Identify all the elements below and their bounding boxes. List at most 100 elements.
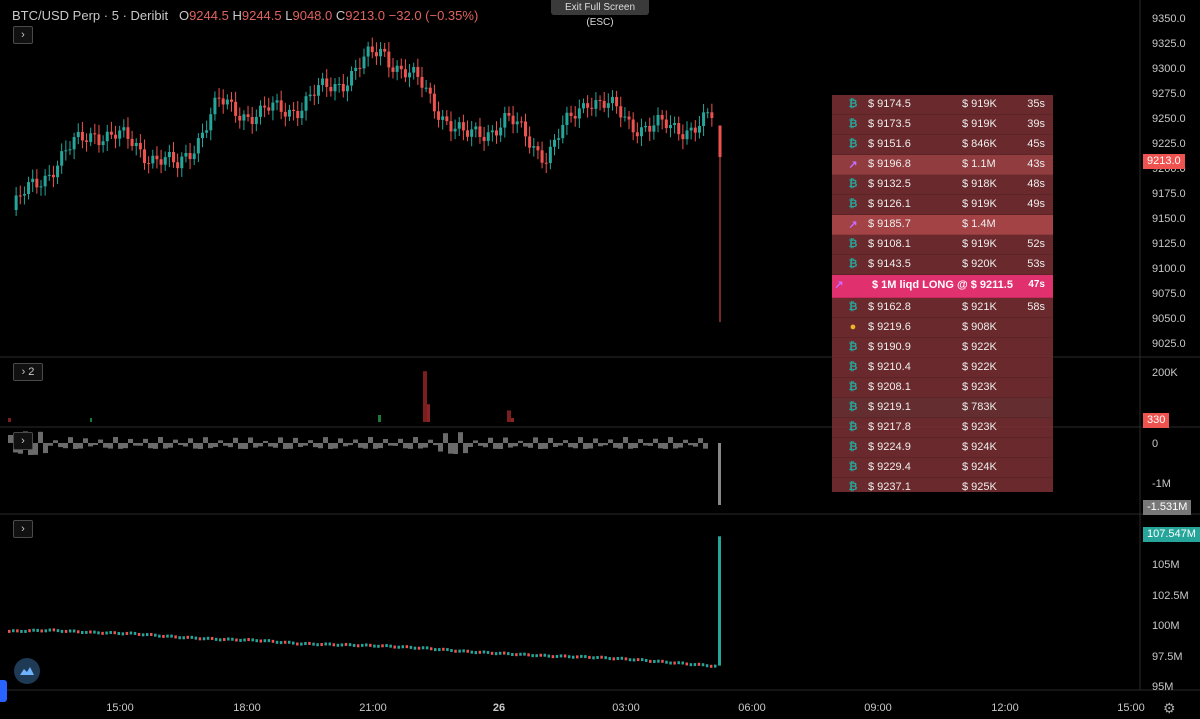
oi-bar: [397, 645, 400, 649]
time-axis-label: 15:00: [1117, 702, 1145, 714]
delta-bar: [453, 443, 458, 454]
delta-bar: [298, 443, 303, 448]
candle-body: [445, 116, 449, 122]
candle-body: [623, 116, 627, 118]
oi-last-bar: [718, 536, 721, 666]
delta-bar: [418, 443, 423, 449]
candle-body: [602, 100, 606, 108]
oi-bar: [649, 659, 652, 663]
trade-price: $ 9217.8: [868, 421, 911, 433]
candle-body: [412, 67, 416, 73]
trade-row[interactable]: ₿ $ 9237.1 $ 925K: [832, 478, 1053, 492]
trade-row[interactable]: ₿ $ 9217.8 $ 923K: [832, 418, 1053, 438]
whale-icon: ↗: [848, 219, 858, 231]
pane-collapse-button[interactable]: › 2: [13, 363, 43, 381]
high-label: H: [232, 8, 242, 23]
trade-row[interactable]: ₿ $ 9151.6 $ 846K 45s: [832, 135, 1053, 155]
bitcoin-icon: ₿: [848, 341, 858, 353]
oi-bar: [218, 638, 222, 642]
bitcoin-icon: ₿: [848, 481, 858, 492]
oi-bar: [543, 653, 547, 657]
pane-collapse-button[interactable]: ›: [13, 432, 33, 450]
bitcoin-icon: ₿: [848, 301, 858, 313]
oi-bar: [263, 639, 267, 643]
oi-bar: [206, 636, 210, 640]
candle-body: [540, 150, 544, 163]
candle-body: [673, 123, 677, 126]
candle-body: [590, 107, 594, 109]
candle-body: [31, 178, 35, 183]
candle-body: [486, 132, 490, 141]
trade-row[interactable]: ₿ $ 9162.8 $ 921K 58s: [832, 298, 1053, 318]
trade-row[interactable]: ₿ $ 9126.1 $ 919K 49s: [832, 195, 1053, 215]
candle-body: [287, 109, 291, 117]
trade-row[interactable]: ₿ $ 9132.5 $ 918K 48s: [832, 175, 1053, 195]
trade-row[interactable]: ₿ $ 9143.5 $ 920K 53s: [832, 255, 1053, 275]
trade-row[interactable]: ↗ $ 9196.8 $ 1.1M 43s: [832, 155, 1053, 175]
candle-body: [648, 125, 652, 132]
trade-amount: $ 920K: [962, 258, 997, 270]
delta-bar: [308, 440, 313, 443]
candle-body: [72, 137, 76, 150]
pane-collapse-button[interactable]: ›: [13, 26, 33, 44]
candle-body: [432, 93, 436, 112]
candle-body: [101, 141, 105, 146]
delta-bar: [93, 443, 98, 446]
trade-amount: $ 924K: [962, 441, 997, 453]
drawer-toggle[interactable]: [0, 680, 7, 702]
delta-bar: [368, 437, 373, 443]
delta-bar: [178, 443, 183, 446]
price-axis-label: 9225.0: [1152, 138, 1186, 150]
exit-fullscreen-button[interactable]: Exit Full Screen (ESC): [551, 0, 649, 28]
candle-body: [267, 107, 271, 111]
trade-row[interactable]: ₿ $ 9229.4 $ 924K: [832, 458, 1053, 478]
oi-bar: [689, 663, 693, 667]
candle-body: [416, 67, 420, 77]
delta-bar: [228, 443, 233, 448]
candle-body: [200, 132, 204, 139]
pane-collapse-button[interactable]: ›: [13, 520, 33, 538]
delta-bar: [363, 443, 368, 449]
trade-row[interactable]: ₿ $ 9208.1 $ 923K: [832, 378, 1053, 398]
oi-bar: [328, 642, 332, 646]
oi-bar: [677, 661, 680, 665]
oi-bar: [312, 642, 315, 646]
oi-bar: [478, 650, 482, 654]
oi-axis-label: 95M: [1152, 681, 1174, 693]
delta-bar: [593, 438, 598, 443]
candle-body: [354, 67, 358, 72]
change-value: −32.0 (−0.35%): [388, 8, 479, 23]
delta-bar: [408, 443, 413, 449]
oi-bar: [584, 655, 587, 659]
trade-row[interactable]: ₿ $ 9219.1 $ 783K: [832, 398, 1053, 418]
delta-bar: [78, 443, 83, 449]
delta-axis-label: 0: [1152, 438, 1159, 450]
liquidation-row[interactable]: ↗ $ 1M liqd LONG @ $ 9211.5 47s: [832, 275, 1053, 298]
trade-row[interactable]: ↗ $ 9185.7 $ 1.4M: [832, 215, 1053, 235]
trade-row[interactable]: ₿ $ 9210.4 $ 922K: [832, 358, 1053, 378]
delta-bar: [373, 443, 378, 449]
candle-body: [374, 52, 378, 57]
trade-row[interactable]: ₿ $ 9190.9 $ 922K: [832, 338, 1053, 358]
oi-bar: [588, 655, 591, 659]
oi-bar: [64, 629, 68, 633]
trade-row[interactable]: ₿ $ 9108.1 $ 919K 52s: [832, 235, 1053, 255]
trade-row[interactable]: ₿ $ 9173.5 $ 919K 39s: [832, 115, 1053, 135]
large-trades-feed[interactable]: ₿ $ 9174.5 $ 919K 35s ₿ $ 9173.5 $ 919K 39s ₿ $ 9…: [832, 95, 1053, 492]
delta-bar: [668, 437, 673, 443]
tradingview-logo[interactable]: [14, 658, 40, 684]
delta-bar: [503, 437, 508, 443]
gear-icon[interactable]: ⚙: [1163, 700, 1176, 716]
candle-body: [114, 134, 118, 139]
trade-row[interactable]: ● $ 9219.6 $ 908K: [832, 318, 1053, 338]
oi-bar: [340, 643, 344, 647]
candle-body: [610, 96, 614, 104]
oi-bar: [170, 634, 173, 638]
trade-row[interactable]: ₿ $ 9224.9 $ 924K: [832, 438, 1053, 458]
oi-bar: [673, 661, 676, 665]
delta-last-bar: [718, 443, 721, 505]
interval[interactable]: 5: [111, 8, 119, 23]
symbol-name[interactable]: BTC/USD Perp: [12, 8, 101, 23]
trade-row[interactable]: ₿ $ 9174.5 $ 919K 35s: [832, 95, 1053, 115]
